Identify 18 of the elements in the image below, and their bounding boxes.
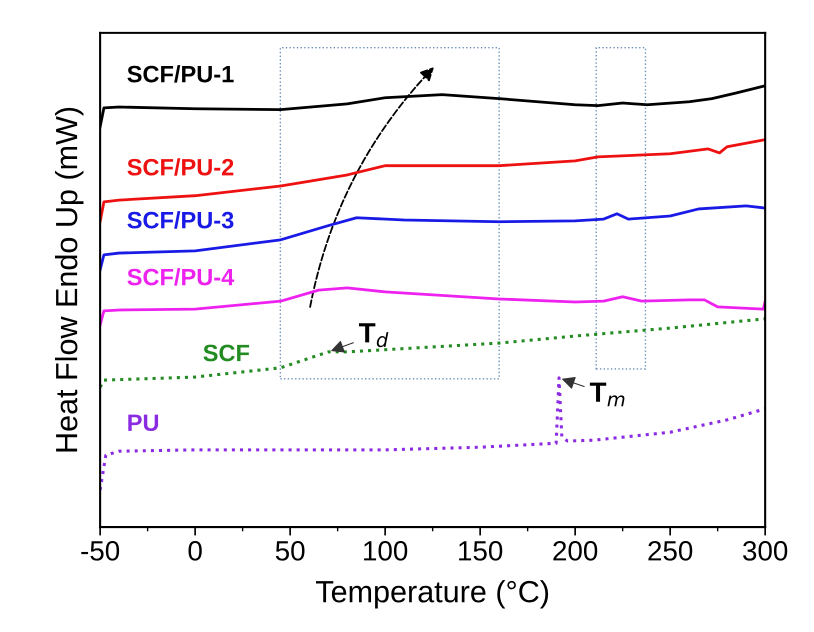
x-tick-label: 100 [364,541,408,561]
x-tick-label: 200 [553,541,598,561]
x-tick-label: 300 [743,541,788,561]
series-label: SCF/PU-3 [127,211,234,229]
series-label: SCF/PU-1 [127,65,234,83]
series-label: SCF/PU-2 [127,158,234,176]
series-label: PU [128,414,158,432]
x-tick-label: 250 [648,541,692,561]
x-tick-label: 150 [459,541,502,561]
series-label: SCF/PU-4 [127,268,234,286]
x-tick-label: -50 [81,541,120,561]
series-label: SCF [203,344,250,362]
x-tick-label: 50 [276,541,304,561]
annotation: T$_{m}$ [590,382,624,406]
x-axis-title: Temperature (°C) [316,580,548,609]
y-axis-title: Heat Flow Endo Up (mW) [54,108,84,452]
x-tick-label: 0 [188,541,202,561]
annotation: T$_{d}$ [359,323,388,348]
